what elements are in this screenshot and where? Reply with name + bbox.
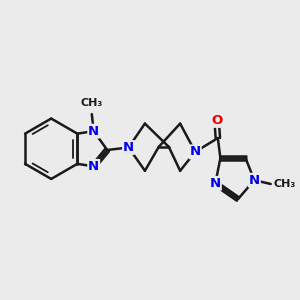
Text: N: N	[190, 146, 201, 158]
Text: N: N	[88, 124, 99, 138]
Text: CH₃: CH₃	[81, 98, 103, 109]
Text: N: N	[249, 174, 260, 187]
Text: N: N	[88, 160, 99, 173]
Text: N: N	[210, 177, 221, 190]
Text: N: N	[123, 141, 134, 154]
Text: O: O	[211, 114, 222, 127]
Text: CH₃: CH₃	[274, 179, 296, 189]
